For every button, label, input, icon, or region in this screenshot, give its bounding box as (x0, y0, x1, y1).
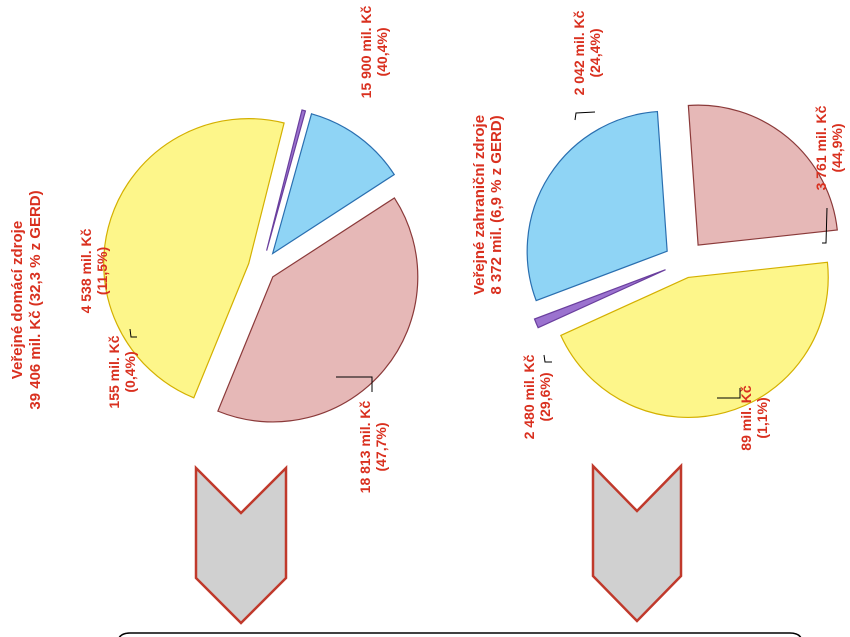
pie2-title-line2: 8 372 mil. (6,9 % z GERD) (488, 115, 505, 294)
pie1-slice-blue (271, 113, 396, 255)
pie2-slice-purple (533, 269, 666, 329)
pie1-label-pink-value: 15 900 mil. Kč (358, 5, 374, 98)
pie2-slice-yellow (560, 261, 829, 418)
pie2-label-purple-value: 89 mil. Kč (738, 385, 754, 451)
down-chevron-arrow-icon (591, 462, 683, 623)
pie2-label-blue-percent: (29,6%) (537, 372, 553, 421)
pie1-label-purple-percent: (0,4%) (122, 351, 138, 392)
pie2-label-purple-percent: (1,1%) (754, 397, 770, 438)
leader-line-slice-yellow (336, 376, 373, 392)
pie1-label-yellow-value: 18 813 mil. Kč (357, 400, 373, 493)
leader-line-slice-purple (717, 388, 741, 399)
leader-line-slice-purple (129, 328, 137, 338)
pie2-label-blue-value: 2 480 mil. Kč (521, 354, 537, 439)
leader-line-slice-blue (543, 354, 552, 363)
pie-chart-domestic: Veřejné domácí zdroje 39 406 mil. Kč (32… (9, 5, 419, 493)
pie1-label-purple-value: 155 mil. Kč (106, 335, 122, 408)
pie1-slice-pink (217, 197, 419, 423)
pie2-slices (526, 104, 838, 418)
pie1-slices (103, 109, 419, 423)
pie2-leaders (543, 111, 828, 399)
pie1-label-blue-percent: (11,5%) (94, 247, 110, 295)
pie2-slice-blue (526, 110, 668, 302)
pie-chart-foreign: Veřejné zahraniční zdroje 8 372 mil. (6,… (471, 10, 845, 450)
pie1-label-pink-percent: (40,4%) (374, 27, 390, 76)
pie2-title-line1: Veřejné zahraniční zdroje (471, 115, 488, 295)
pie1-slice-yellow (103, 118, 285, 399)
pie1-title-line2: 39 406 mil. Kč (32,3 % z GERD) (27, 190, 44, 409)
pie1-title-line1: Veřejné domácí zdroje (9, 221, 26, 379)
pie1-leaders (129, 328, 373, 392)
pie1-label-blue-value: 4 538 mil. Kč (78, 228, 94, 313)
pie2-label-yellow-value: 3 761 mil. Kč (813, 105, 829, 190)
leader-line-slice-pink (574, 111, 596, 121)
leader-line-slice-yellow (822, 207, 828, 244)
pie1-slice-purple (266, 109, 307, 251)
pie2-slice-pink (687, 104, 838, 246)
pie2-label-pink-value: 2 042 mil. Kč (571, 10, 587, 95)
down-chevron-arrow-icon (194, 464, 288, 625)
pie2-label-yellow-percent: (44,9%) (829, 123, 845, 172)
pie1-label-yellow-percent: (47,7%) (373, 422, 389, 471)
pie2-label-pink-percent: (24,4%) (587, 28, 603, 77)
bottom-box-border (117, 632, 802, 637)
